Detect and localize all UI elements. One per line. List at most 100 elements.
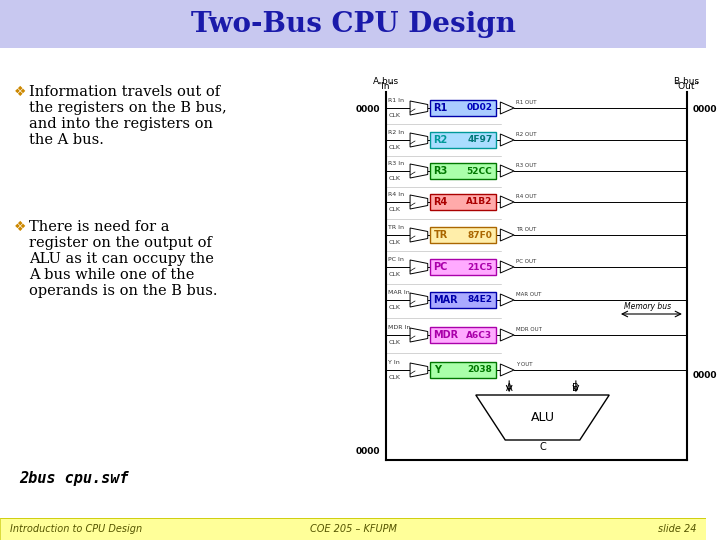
- Polygon shape: [410, 133, 428, 147]
- FancyBboxPatch shape: [430, 100, 496, 116]
- Text: PC OUT: PC OUT: [516, 259, 536, 264]
- Text: MAR OUT: MAR OUT: [516, 292, 541, 297]
- Text: Introduction to CPU Design: Introduction to CPU Design: [10, 524, 142, 534]
- Polygon shape: [410, 260, 428, 274]
- Text: 87F0: 87F0: [467, 231, 492, 240]
- Text: PC: PC: [433, 262, 448, 272]
- Text: slide 24: slide 24: [658, 524, 696, 534]
- Text: A6C3: A6C3: [467, 330, 492, 340]
- FancyBboxPatch shape: [430, 132, 496, 148]
- FancyBboxPatch shape: [430, 194, 496, 210]
- Text: R4 OUT: R4 OUT: [516, 194, 536, 199]
- Text: R3 In: R3 In: [389, 161, 405, 166]
- FancyBboxPatch shape: [0, 518, 706, 540]
- Text: TR In: TR In: [389, 225, 405, 230]
- Polygon shape: [410, 101, 428, 115]
- Text: R4: R4: [433, 197, 448, 207]
- Text: R4 In: R4 In: [389, 192, 405, 197]
- Text: R1 OUT: R1 OUT: [516, 100, 536, 105]
- Text: A bus: A bus: [373, 77, 398, 86]
- Polygon shape: [410, 328, 428, 342]
- Text: 0000: 0000: [355, 105, 379, 114]
- Polygon shape: [476, 395, 609, 440]
- Text: 0D02: 0D02: [467, 104, 492, 112]
- Text: CLK: CLK: [389, 305, 400, 310]
- Text: ❖: ❖: [14, 85, 26, 99]
- FancyBboxPatch shape: [0, 0, 706, 48]
- FancyBboxPatch shape: [430, 227, 496, 243]
- Text: MDR In: MDR In: [389, 325, 411, 330]
- Text: There is need for a: There is need for a: [30, 220, 170, 234]
- Text: CLK: CLK: [389, 113, 400, 118]
- Text: B bus: B bus: [674, 77, 699, 86]
- Polygon shape: [500, 229, 514, 241]
- Text: R2 OUT: R2 OUT: [516, 132, 536, 137]
- Text: B: B: [572, 383, 580, 393]
- FancyBboxPatch shape: [430, 292, 496, 308]
- Text: operands is on the B bus.: operands is on the B bus.: [30, 284, 218, 298]
- Polygon shape: [500, 294, 514, 306]
- Text: R3: R3: [433, 166, 448, 176]
- Polygon shape: [410, 363, 428, 377]
- Text: CLK: CLK: [389, 207, 400, 212]
- Text: 21C5: 21C5: [467, 262, 492, 272]
- Text: register on the output of: register on the output of: [30, 236, 212, 250]
- Text: MDR: MDR: [433, 330, 459, 340]
- Text: ALU: ALU: [531, 411, 554, 424]
- Polygon shape: [410, 195, 428, 209]
- Text: CLK: CLK: [389, 176, 400, 181]
- Text: MAR In: MAR In: [389, 290, 410, 295]
- Text: "In": "In": [377, 82, 394, 91]
- Text: 4F97: 4F97: [467, 136, 492, 145]
- Text: ALU as it can occupy the: ALU as it can occupy the: [30, 252, 215, 266]
- Text: 0000: 0000: [693, 370, 717, 380]
- Polygon shape: [500, 261, 514, 273]
- Text: PC In: PC In: [389, 257, 405, 262]
- Text: Y OUT: Y OUT: [516, 362, 533, 367]
- Polygon shape: [500, 102, 514, 114]
- Polygon shape: [500, 196, 514, 208]
- Text: 2bus cpu.swf: 2bus cpu.swf: [19, 470, 129, 485]
- Text: "Out": "Out": [675, 82, 699, 91]
- Text: CLK: CLK: [389, 340, 400, 345]
- FancyBboxPatch shape: [430, 362, 496, 378]
- Text: A bus while one of the: A bus while one of the: [30, 268, 195, 282]
- Text: TR OUT: TR OUT: [516, 227, 536, 232]
- Text: CLK: CLK: [389, 240, 400, 245]
- Text: ❖: ❖: [14, 220, 26, 234]
- Text: COE 205 – KFUPM: COE 205 – KFUPM: [310, 524, 397, 534]
- Polygon shape: [500, 165, 514, 177]
- Text: the A bus.: the A bus.: [30, 133, 104, 147]
- FancyBboxPatch shape: [430, 259, 496, 275]
- Polygon shape: [500, 134, 514, 146]
- Text: CLK: CLK: [389, 272, 400, 277]
- Polygon shape: [410, 164, 428, 178]
- Text: R2: R2: [433, 135, 448, 145]
- Text: 84E2: 84E2: [467, 295, 492, 305]
- Text: Memory bus: Memory bus: [624, 302, 671, 311]
- Text: MAR: MAR: [433, 295, 458, 305]
- FancyBboxPatch shape: [430, 163, 496, 179]
- Text: CLK: CLK: [389, 145, 400, 150]
- Text: 0000: 0000: [355, 447, 379, 456]
- Polygon shape: [410, 293, 428, 307]
- Text: Y In: Y In: [389, 360, 400, 365]
- Text: A: A: [506, 383, 513, 393]
- Text: CLK: CLK: [389, 375, 400, 380]
- Text: R1 In: R1 In: [389, 98, 405, 103]
- Text: MDR OUT: MDR OUT: [516, 327, 542, 332]
- Text: R3 OUT: R3 OUT: [516, 163, 536, 168]
- Text: 2038: 2038: [467, 366, 492, 375]
- Text: 0000: 0000: [693, 105, 717, 114]
- Polygon shape: [500, 329, 514, 341]
- Text: the registers on the B bus,: the registers on the B bus,: [30, 101, 228, 115]
- Text: R2 In: R2 In: [389, 130, 405, 135]
- Text: A1B2: A1B2: [466, 198, 492, 206]
- Text: 52CC: 52CC: [467, 166, 492, 176]
- Text: C: C: [539, 442, 546, 452]
- Text: TR: TR: [433, 230, 448, 240]
- Polygon shape: [500, 364, 514, 376]
- Text: Two-Bus CPU Design: Two-Bus CPU Design: [191, 10, 516, 37]
- Text: and into the registers on: and into the registers on: [30, 117, 213, 131]
- Text: Information travels out of: Information travels out of: [30, 85, 220, 99]
